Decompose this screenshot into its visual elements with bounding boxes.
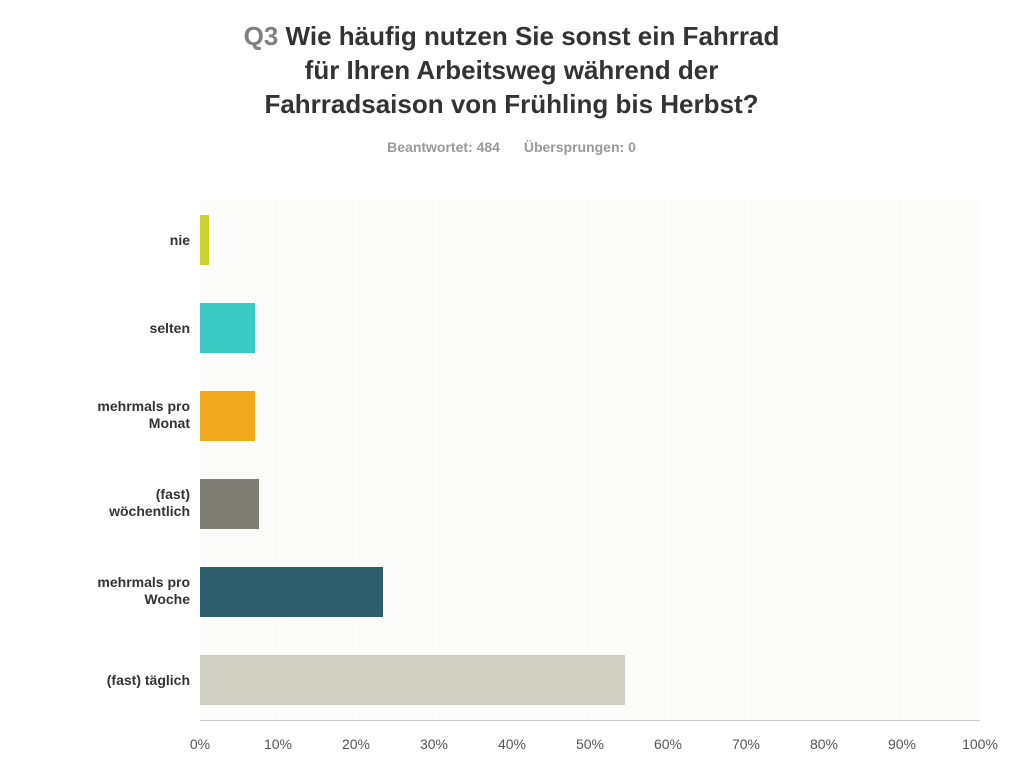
gridline [824,200,825,720]
chart-bar [200,655,625,705]
x-tick-label: 20% [342,736,370,752]
category-label: mehrmals proWoche [0,574,190,608]
category-label: nie [0,232,190,249]
gridline [590,200,591,720]
bar-row [200,479,980,529]
category-label: mehrmals proMonat [0,398,190,432]
chart-title-block: Q3 Wie häufig nutzen Sie sonst ein Fahrr… [152,0,872,121]
chart-plot-area [200,200,980,720]
response-meta: Beantwortet: 484 Übersprungen: 0 [0,139,1023,155]
x-tick-label: 60% [654,736,682,752]
x-tick-label: 100% [962,736,998,752]
answered-count: Beantwortet: 484 [387,139,500,155]
x-tick-label: 50% [576,736,604,752]
x-tick-label: 90% [888,736,916,752]
x-tick-label: 80% [810,736,838,752]
gridline [980,200,981,720]
chart-title-line2: für Ihren Arbeitsweg während der [152,54,872,88]
x-tick-label: 30% [420,736,448,752]
bar-row [200,303,980,353]
category-label: selten [0,320,190,337]
skipped-count: Übersprungen: 0 [524,139,636,155]
chart-bar [200,391,255,441]
gridline [902,200,903,720]
gridline [512,200,513,720]
x-tick-label: 0% [190,736,210,752]
x-tick-label: 70% [732,736,760,752]
gridline [746,200,747,720]
survey-chart-container: Q3 Wie häufig nutzen Sie sonst ein Fahrr… [0,0,1023,771]
question-number-prefix: Q3 [244,21,279,51]
gridline [278,200,279,720]
gridline [356,200,357,720]
chart-bar [200,567,383,617]
x-axis: 0%10%20%30%40%50%60%70%80%90%100% [200,720,980,760]
gridline [200,200,201,720]
gridline [668,200,669,720]
category-label: (fast) täglich [0,672,190,689]
bar-row [200,391,980,441]
bar-row [200,655,980,705]
x-tick-label: 10% [264,736,292,752]
bar-row [200,567,980,617]
chart-bar [200,215,209,265]
gridline [434,200,435,720]
category-label: (fast)wöchentlich [0,486,190,520]
x-tick-label: 40% [498,736,526,752]
chart-bar [200,479,259,529]
chart-title-line1: Q3 Wie häufig nutzen Sie sonst ein Fahrr… [152,20,872,54]
title-text-1: Wie häufig nutzen Sie sonst ein Fahrrad [278,21,779,51]
chart-title-line3: Fahrradsaison von Frühling bis Herbst? [152,88,872,122]
bar-row [200,215,980,265]
chart-bar [200,303,255,353]
